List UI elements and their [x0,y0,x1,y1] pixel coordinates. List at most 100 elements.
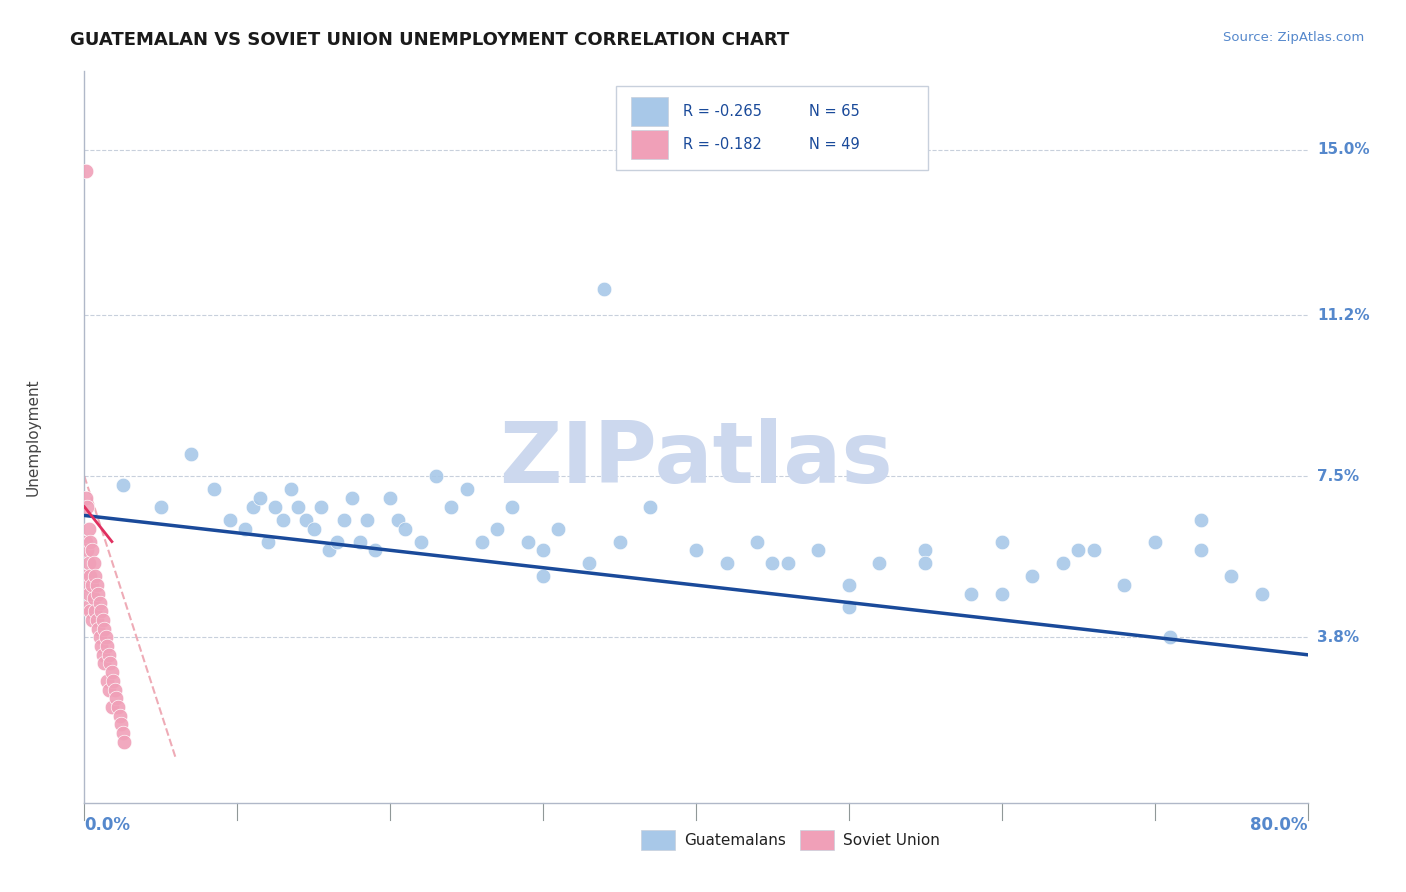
Point [112,735,135,749]
Point [311,500,333,514]
Point [75,164,97,178]
Point [107,700,129,714]
Point [86,578,108,592]
Point [97,648,120,662]
Point [340,491,363,505]
Point [101,665,124,680]
Point [318,543,340,558]
Point [1250,587,1272,601]
Point [249,491,271,505]
Point [638,500,661,514]
Point [108,708,131,723]
Point [76,500,98,514]
Point [93,622,115,636]
Bar [631,97,668,127]
Point [302,521,325,535]
Text: 0.0%: 0.0% [84,816,131,834]
Point [76,543,98,558]
Point [364,543,387,558]
Point [83,591,105,606]
Point [90,639,112,653]
Point [609,534,631,549]
Point [180,448,202,462]
Point [394,521,416,535]
Point [79,604,101,618]
Point [110,717,132,731]
Point [1052,557,1074,571]
Point [111,478,134,492]
Point [91,648,114,662]
Point [97,682,120,697]
Point [91,613,114,627]
Point [103,673,125,688]
Point [593,282,616,296]
Bar [631,130,668,159]
Text: Unemployment: Unemployment [25,378,41,496]
Point [84,604,107,618]
Point [1021,569,1043,583]
Point [991,587,1014,601]
Text: Soviet Union: Soviet Union [842,832,939,847]
Point [440,500,463,514]
Text: R = -0.182: R = -0.182 [682,137,762,152]
Point [960,587,983,601]
Point [84,569,107,583]
Point [80,613,103,627]
Text: 15.0%: 15.0% [1317,142,1369,157]
Bar [800,830,834,850]
Text: ZIPatlas: ZIPatlas [499,417,893,500]
FancyBboxPatch shape [616,86,928,170]
Point [471,534,494,549]
Point [218,513,240,527]
Text: Guatemalans: Guatemalans [683,832,786,847]
Text: N = 49: N = 49 [808,137,859,152]
Point [380,491,402,505]
Point [914,543,936,558]
Point [1189,543,1212,558]
Point [869,557,891,571]
Point [578,557,600,571]
Point [547,521,569,535]
Point [89,631,111,645]
Point [425,469,447,483]
Point [93,657,115,671]
Point [264,500,287,514]
Point [486,521,509,535]
Point [991,534,1014,549]
Text: 80.0%: 80.0% [1250,816,1308,834]
Point [96,673,118,688]
Point [76,599,98,614]
Point [838,578,860,592]
Point [75,534,97,549]
Point [349,534,371,549]
Point [776,557,799,571]
Point [75,569,97,583]
Point [409,534,432,549]
Point [531,569,554,583]
Point [98,657,121,671]
Text: Source: ZipAtlas.com: Source: ZipAtlas.com [1223,31,1364,45]
Point [271,513,294,527]
Point [76,578,98,592]
Point [807,543,830,558]
Point [1143,534,1166,549]
Point [149,500,172,514]
Point [202,483,225,497]
Point [716,557,738,571]
Point [104,682,127,697]
Bar [641,830,675,850]
Point [233,521,256,535]
Point [87,587,110,601]
Text: N = 65: N = 65 [808,104,859,120]
Text: 3.8%: 3.8% [1317,630,1360,645]
Point [111,726,134,740]
Point [77,521,100,535]
Point [1159,631,1181,645]
Point [105,691,128,706]
Point [1114,578,1136,592]
Point [287,500,309,514]
Point [83,557,105,571]
Point [685,543,707,558]
Point [90,604,112,618]
Point [456,483,478,497]
